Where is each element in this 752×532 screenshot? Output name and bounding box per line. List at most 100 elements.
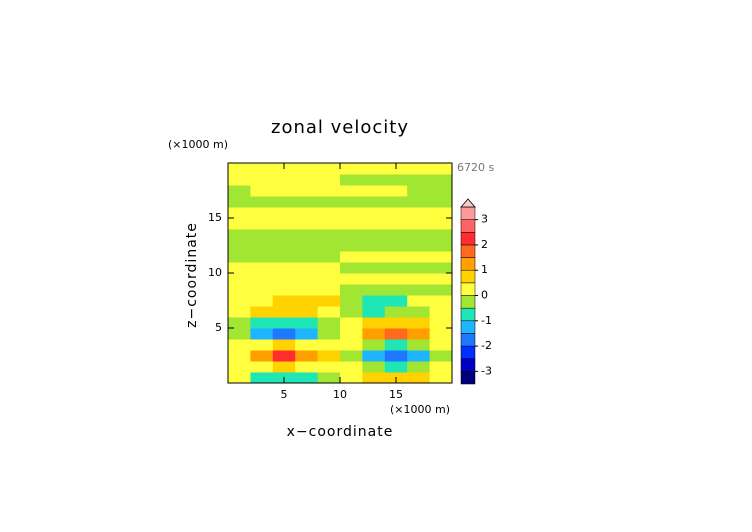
field-cell — [295, 174, 319, 186]
field-cell — [272, 196, 296, 208]
time-label: 6720 s — [457, 161, 494, 174]
field-cell — [340, 273, 363, 285]
field-cell — [384, 339, 408, 351]
field-cell — [340, 163, 363, 175]
x-unit: (×1000 m) — [390, 403, 450, 416]
colorbar-swatch — [460, 307, 476, 322]
field-cell — [272, 350, 296, 362]
axes: 5 10 15 5 10 15 — [208, 162, 453, 401]
field-cell — [362, 306, 386, 318]
colorbar-swatch — [460, 282, 476, 296]
field-cell — [295, 207, 319, 219]
field-cell — [272, 273, 296, 285]
field-cell — [429, 284, 453, 296]
field-cell — [272, 339, 296, 351]
field-cell — [272, 295, 296, 307]
field-cell — [250, 251, 274, 263]
field-cell — [429, 262, 453, 274]
field-cell — [317, 196, 341, 208]
field-cell — [407, 273, 431, 285]
colorbar-tick-label: 0 — [481, 289, 488, 302]
colorbar-swatch — [460, 358, 476, 372]
field-cell — [272, 251, 296, 263]
field-cell — [272, 240, 296, 252]
field-cell — [317, 262, 341, 274]
field-cell — [228, 185, 251, 197]
field-cell — [384, 306, 408, 318]
field-cell — [429, 240, 453, 252]
field-cell — [317, 174, 341, 186]
field-cell — [362, 350, 386, 362]
field-cell — [317, 295, 341, 307]
field-cell — [317, 317, 341, 329]
field-cell — [295, 295, 319, 307]
field-cell — [429, 174, 453, 186]
field-cell — [228, 350, 251, 362]
field-cell — [250, 174, 274, 186]
field-cell — [362, 317, 386, 329]
field-cell — [362, 163, 386, 175]
field-cell — [384, 328, 408, 340]
field-cell — [250, 372, 274, 384]
field-cell — [228, 284, 251, 296]
field-cell — [384, 207, 408, 219]
field-cell — [429, 229, 453, 241]
field-cell — [340, 317, 363, 329]
colorbar-swatch — [460, 232, 476, 246]
field-cell — [295, 218, 319, 230]
field-cell — [362, 273, 386, 285]
field-cell — [384, 273, 408, 285]
field-cell — [250, 229, 274, 241]
x-tick-label: 15 — [389, 388, 403, 401]
x-tick-label: 10 — [333, 388, 347, 401]
field-cell — [317, 185, 341, 197]
colorbar-tick-label: -1 — [481, 314, 492, 327]
field-cell — [362, 174, 386, 186]
field-cell — [295, 185, 319, 197]
field-cell — [317, 273, 341, 285]
colorbar-tick-label: -3 — [481, 364, 492, 377]
field-cell — [250, 207, 274, 219]
field-cell — [250, 196, 274, 208]
field-cell — [340, 229, 363, 241]
field-cell — [250, 262, 274, 274]
field-cell — [429, 251, 453, 263]
field-cell — [429, 339, 453, 351]
field-cell — [362, 229, 386, 241]
field-cell — [384, 229, 408, 241]
colorbar-tick-label: 3 — [481, 213, 488, 226]
field-cell — [250, 361, 274, 373]
y-unit: (×1000 m) — [168, 138, 228, 151]
field-cell — [295, 273, 319, 285]
field-cell — [407, 196, 431, 208]
field-cell — [384, 240, 408, 252]
field-cell — [317, 229, 341, 241]
field-cell — [250, 163, 274, 175]
y-tick-label: 10 — [208, 266, 222, 279]
field-cell — [384, 218, 408, 230]
field-cell — [429, 328, 453, 340]
field-cell — [384, 185, 408, 197]
field-cell — [362, 218, 386, 230]
field-cell — [228, 174, 251, 186]
field-cell — [272, 306, 296, 318]
field-cell — [407, 361, 431, 373]
field-cell — [272, 328, 296, 340]
field-cell — [295, 361, 319, 373]
colorbar-swatch — [460, 244, 476, 258]
field-cell — [228, 229, 251, 241]
field-cell — [362, 185, 386, 197]
field-cell — [407, 295, 431, 307]
field-cell — [362, 284, 386, 296]
field-cell — [429, 185, 453, 197]
colorbar-swatch — [460, 206, 476, 220]
field-cell — [317, 339, 341, 351]
field-cell — [407, 350, 431, 362]
field-cell — [429, 273, 453, 285]
field-cell — [429, 361, 453, 373]
field-cell — [272, 317, 296, 329]
field-cell — [340, 262, 363, 274]
field-cell — [340, 240, 363, 252]
field-cell — [228, 317, 251, 329]
field-cell — [317, 372, 341, 384]
